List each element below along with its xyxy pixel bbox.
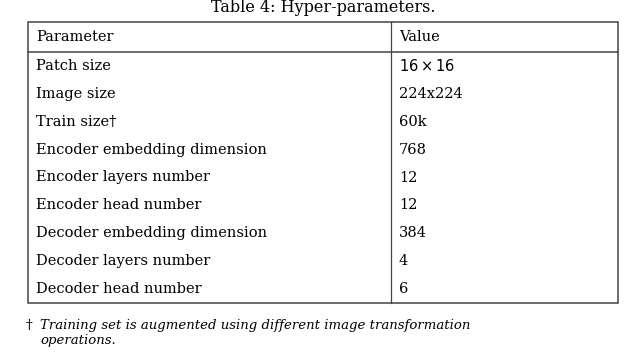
Text: 768: 768 (399, 143, 427, 157)
Text: Parameter: Parameter (36, 30, 113, 44)
Text: 12: 12 (399, 199, 417, 212)
Text: Table 4: Hyper-parameters.: Table 4: Hyper-parameters. (211, 0, 435, 16)
Text: 4: 4 (399, 254, 408, 268)
Text: Encoder layers number: Encoder layers number (36, 170, 210, 184)
Text: 6: 6 (399, 282, 408, 296)
Text: 224x224: 224x224 (399, 87, 463, 101)
Text: Train size†: Train size† (36, 115, 116, 129)
Text: Decoder layers number: Decoder layers number (36, 254, 211, 268)
Text: 12: 12 (399, 170, 417, 184)
Text: Encoder head number: Encoder head number (36, 199, 202, 212)
Text: Image size: Image size (36, 87, 116, 101)
Text: Encoder embedding dimension: Encoder embedding dimension (36, 143, 267, 157)
Text: Value: Value (399, 30, 440, 44)
Text: †: † (26, 319, 33, 332)
Text: 60k: 60k (399, 115, 426, 129)
Text: Training set is augmented using different image transformation
operations.: Training set is augmented using differen… (40, 319, 470, 347)
Bar (28, 22, 618, 303)
Text: Patch size: Patch size (36, 59, 111, 73)
Text: $16 \times 16$: $16 \times 16$ (399, 58, 455, 74)
Text: Decoder head number: Decoder head number (36, 282, 202, 296)
Text: 384: 384 (399, 226, 427, 240)
Text: Decoder embedding dimension: Decoder embedding dimension (36, 226, 267, 240)
